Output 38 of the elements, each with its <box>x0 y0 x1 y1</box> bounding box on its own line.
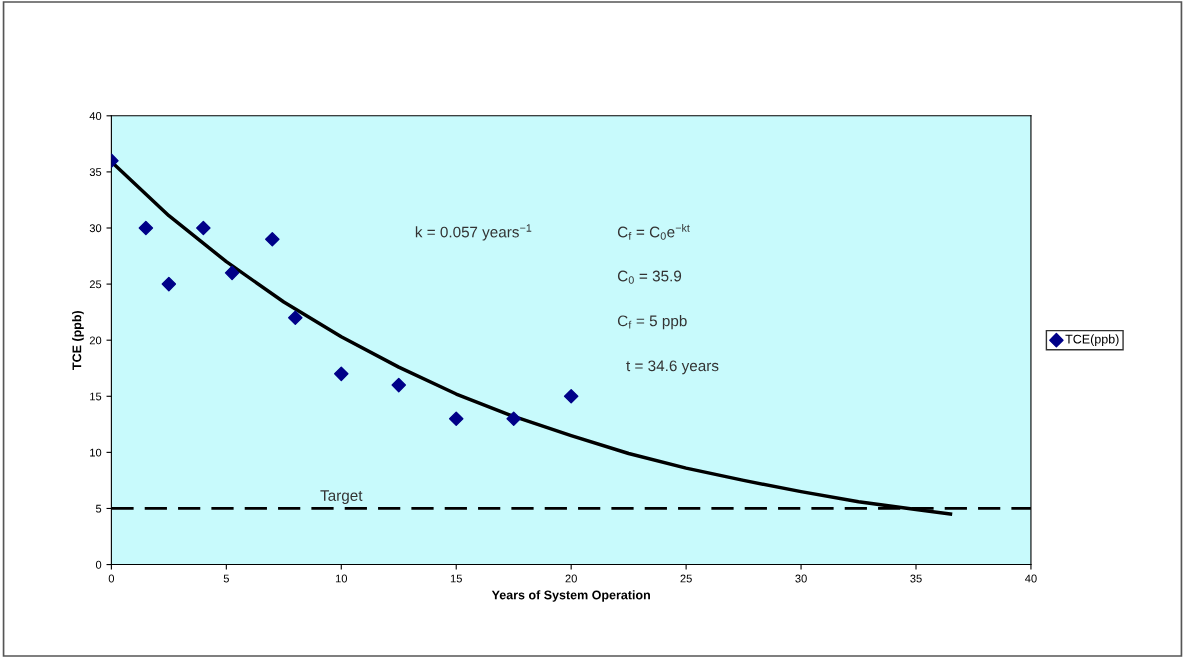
point <box>196 220 211 236</box>
annotation: C$_{f}$ = 5 ppb <box>617 315 687 330</box>
x-tick-label: 25 <box>680 574 692 583</box>
y-tick-label: 20 <box>89 336 102 345</box>
x-tick-label: 30 <box>795 574 807 583</box>
point <box>265 231 280 247</box>
y-axis-title: TCE (ppb) <box>72 310 84 370</box>
point <box>224 265 240 281</box>
y-tick-label: 10 <box>90 448 102 457</box>
legend-label: TCE(ppb) <box>1065 334 1119 347</box>
x-tick-label: 10 <box>335 574 348 583</box>
ref-line-label: Target <box>320 490 363 504</box>
point <box>506 411 521 427</box>
point <box>333 366 349 382</box>
point <box>138 220 154 236</box>
point <box>448 411 464 427</box>
point <box>391 377 407 393</box>
annotation: k = 0.057 years$^{−1}$ <box>415 224 532 241</box>
x-tick-label: 20 <box>565 574 577 583</box>
y-tick-label: 40 <box>89 112 102 120</box>
point <box>161 276 177 292</box>
y-tick-label: 5 <box>95 504 102 513</box>
x-tick-label: 0 <box>108 574 115 583</box>
x-tick-label: 40 <box>1025 574 1037 583</box>
annotation: C$_{f}$ = C$_{0}$e$^{−kt}$ <box>617 223 690 240</box>
y-tick-label: 15 <box>90 392 102 401</box>
y-tick-label: 30 <box>89 224 102 233</box>
x-axis-title: Years of System Operation <box>491 590 650 602</box>
x-tick-label: 15 <box>450 574 462 583</box>
point <box>288 310 303 326</box>
annotation: C$_{0}$ = 35.9 <box>617 270 682 284</box>
y-tick-label: 35 <box>89 168 102 177</box>
y-tick-label: 25 <box>89 280 102 289</box>
annotation: t = 34.6 years <box>626 360 719 375</box>
x-tick-label: 35 <box>910 574 922 583</box>
x-tick-label: 5 <box>223 574 229 583</box>
y-tick-label: 0 <box>95 560 102 569</box>
point <box>563 388 579 404</box>
